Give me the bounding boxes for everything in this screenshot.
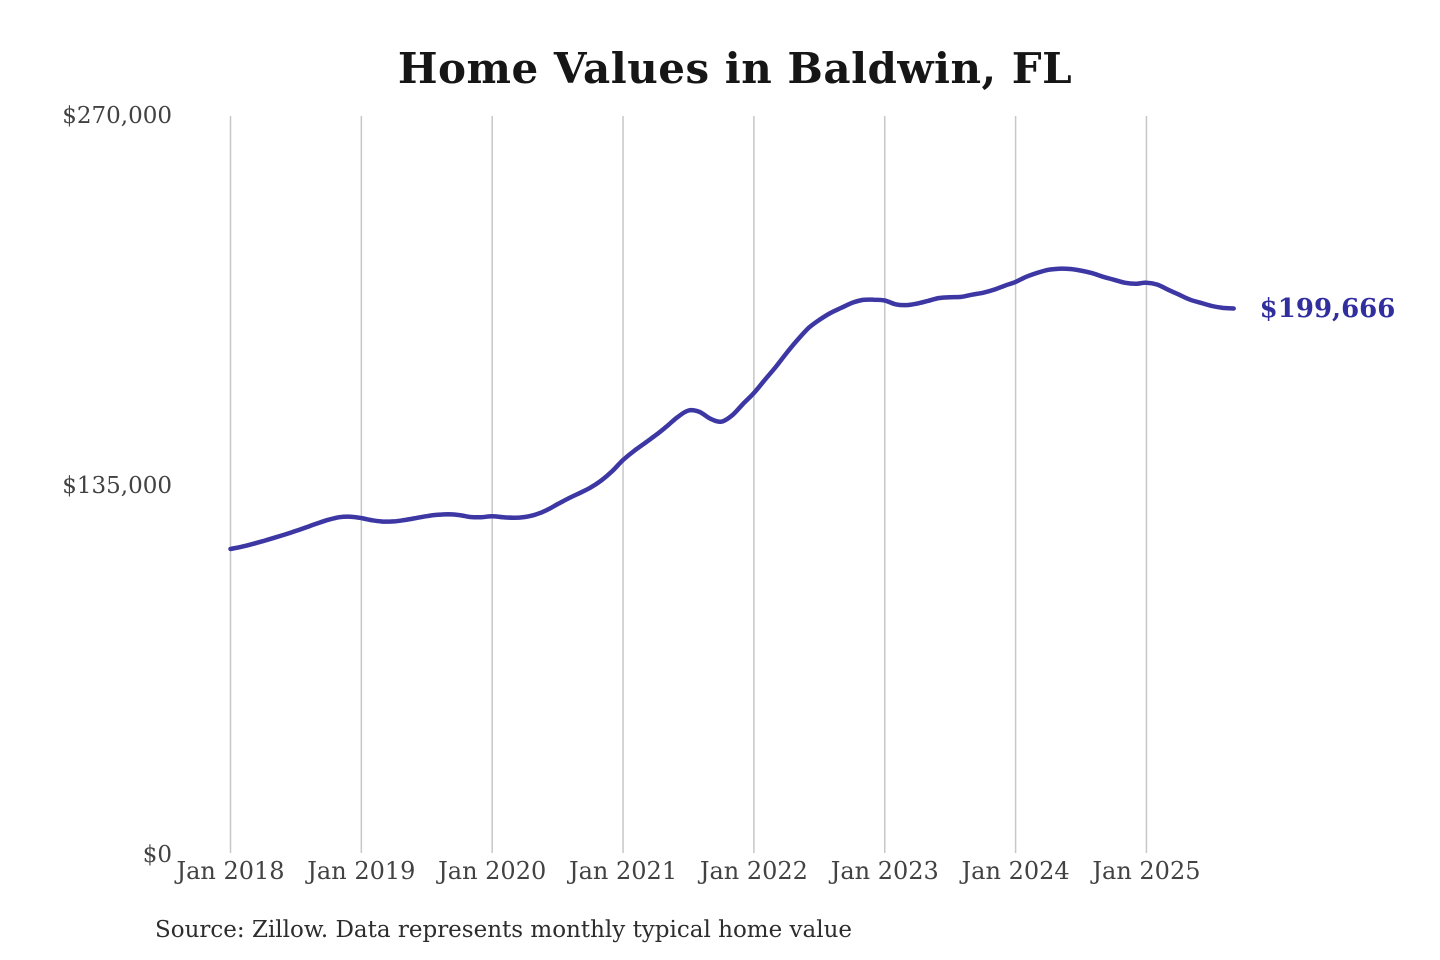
x-axis-tick-label: Jan 2019 (307, 857, 416, 885)
x-axis-tick-label: Jan 2021 (569, 857, 678, 885)
x-axis-tick-label: Jan 2023 (830, 857, 939, 885)
source-note: Source: Zillow. Data represents monthly … (155, 917, 853, 943)
line-end-value-label: $199,666 (1259, 293, 1396, 324)
y-axis-tick-label: $0 (142, 842, 172, 868)
x-axis-tick-label: Jan 2025 (1092, 857, 1201, 885)
x-axis-tick-label: Jan 2024 (961, 857, 1070, 885)
home-value-line (228, 266, 1236, 552)
x-axis-tick-label: Jan 2020 (438, 857, 547, 885)
x-axis-tick-label: Jan 2018 (176, 857, 285, 885)
x-axis-tick-label: Jan 2022 (699, 857, 808, 885)
y-axis-tick-label: $135,000 (62, 472, 172, 499)
chart-title: Home Values in Baldwin, FL (397, 44, 1073, 93)
y-axis-tick-label: $270,000 (62, 103, 172, 129)
